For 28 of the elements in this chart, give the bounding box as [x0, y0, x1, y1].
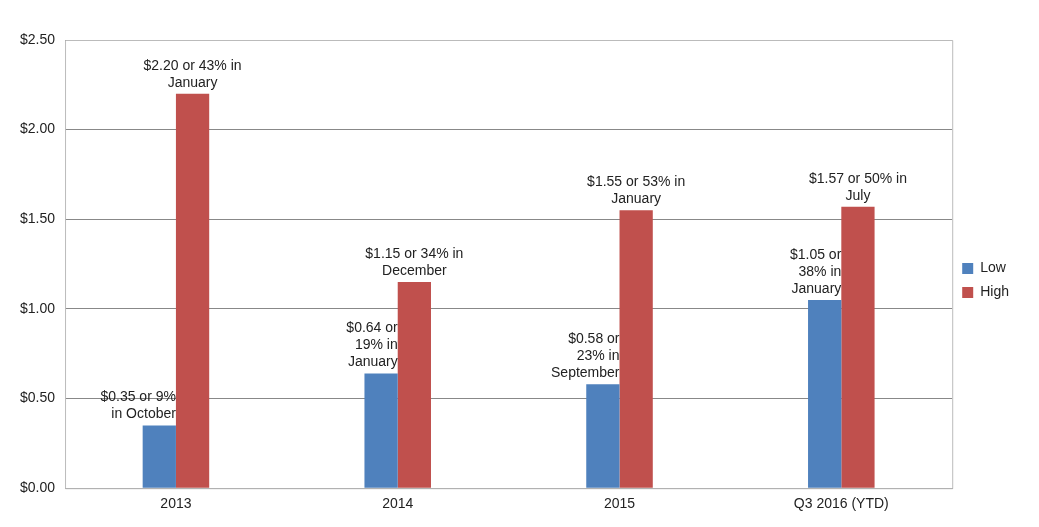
data-label: $1.15 or 34% in December [365, 244, 464, 278]
y-tick-label: $1.00 [19, 299, 56, 316]
bar [175, 93, 210, 488]
y-tick-label: $0.00 [19, 479, 56, 496]
bar [619, 210, 653, 488]
y-tick-label: $1.50 [19, 210, 56, 227]
bar [841, 206, 875, 488]
data-label: $1.57 or 50% in July [808, 169, 907, 203]
y-tick-label: $2.50 [19, 30, 56, 47]
x-tick-label: 2013 [160, 495, 192, 512]
bar [586, 384, 620, 488]
data-label: $0.58 or 23% in September [551, 330, 620, 381]
data-label: $0.64 or 19% in January [346, 319, 399, 370]
bar [364, 373, 398, 488]
bar [142, 425, 176, 488]
x-tick-label: 2015 [603, 495, 636, 512]
bar [808, 299, 842, 488]
y-tick-label: $0.50 [19, 389, 56, 406]
legend-label: High [980, 283, 1009, 300]
bar [397, 282, 431, 488]
data-label: $2.20 or 43% in January [143, 56, 242, 90]
legend-label: Low [980, 259, 1007, 276]
x-tick-label: Q3 2016 (YTD) [793, 495, 889, 512]
data-label: $0.35 or 9% in October [100, 388, 177, 422]
y-tick-label: $2.00 [19, 120, 56, 137]
x-tick-label: 2014 [382, 495, 414, 512]
data-label: $1.55 or 53% in January [587, 173, 686, 207]
data-label: $1.05 or 38% in January [789, 245, 842, 296]
